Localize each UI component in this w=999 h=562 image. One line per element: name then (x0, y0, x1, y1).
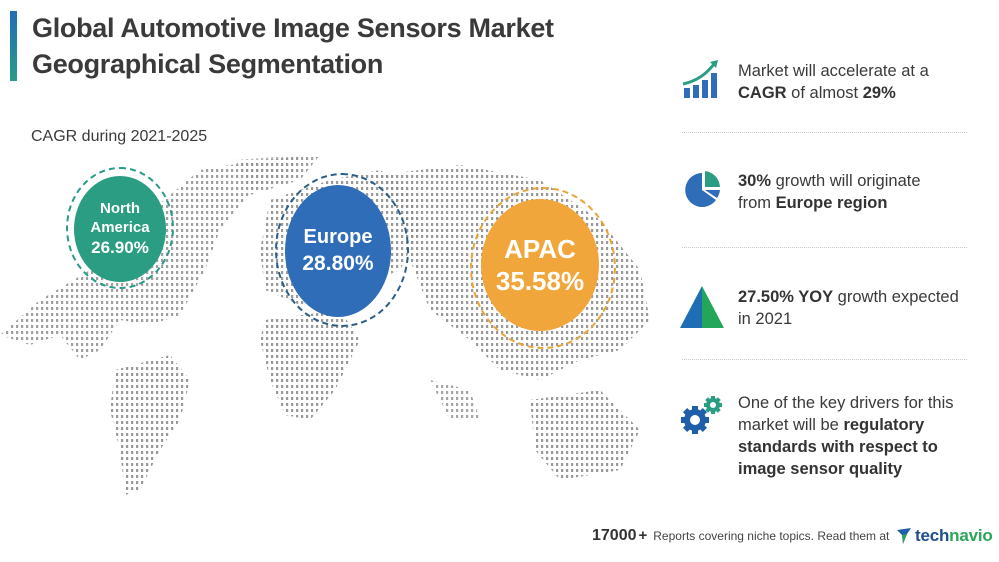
triangle-icon (680, 286, 724, 328)
europe-label: Europe (303, 226, 373, 248)
apac-bubble: APAC 35.58% (481, 199, 599, 331)
logo-flag-icon (897, 528, 911, 544)
north-america-bubble: North America 26.90% (74, 176, 166, 282)
divider-2 (682, 247, 967, 248)
title-line-1: Global Automotive Image Sensors Market (32, 13, 554, 43)
europe-ring (275, 173, 409, 327)
north-america-value: 26.90% (91, 238, 149, 257)
fact-drivers-bold3: image sensor quality (738, 460, 903, 478)
fact-cagr-bold1: CAGR (738, 84, 787, 102)
page-title: Global Automotive Image Sensors Market G… (32, 10, 554, 82)
europe-bubble: Europe 28.80% (285, 185, 391, 317)
apac-ring (470, 187, 616, 349)
chart-subtitle: CAGR during 2021-2025 (31, 128, 208, 145)
fact-europe-percent: 30% (738, 172, 772, 190)
divider-3 (682, 359, 967, 360)
divider-1 (682, 132, 967, 133)
logo-text-navio: navio (949, 526, 993, 545)
fact-drivers-line2: market will be (738, 416, 844, 434)
fact-drivers-line1: One of the key drivers for this (738, 394, 954, 412)
fact-europe-from: from (738, 194, 776, 212)
fact-europe-region: Europe region (775, 194, 888, 212)
fact-europe-mid: growth will originate (771, 172, 921, 190)
fact-drivers-bold2: standards with respect to (738, 438, 938, 456)
footer-text: Reports covering niche topics. Read them… (653, 529, 890, 543)
growth-chart-icon (682, 60, 718, 98)
north-america-label-line2: America (90, 219, 150, 236)
fact-cagr-mid: of almost (786, 84, 863, 102)
pie-chart-icon (685, 171, 720, 207)
report-count: 17000 (592, 527, 637, 544)
logo-text-tech: tech (915, 526, 950, 545)
north-america-label-line1: North (100, 200, 140, 217)
title-line-2: Geographical Segmentation (32, 49, 384, 79)
fact-drivers-bold1: regulatory (843, 416, 925, 434)
apac-value: 35.58% (495, 266, 585, 296)
fact-yoy-value: 27.50% YOY (738, 288, 834, 306)
fact-yoy-year: in 2021 (738, 310, 793, 328)
fact-cagr-line1: Market will accelerate at a (738, 62, 929, 80)
fact-yoy-mid: growth expected (833, 288, 959, 306)
fact-cagr-value: 29% (862, 84, 896, 102)
north-america-ring (66, 167, 174, 289)
gears-icon (681, 396, 722, 434)
report-count-plus: + (638, 527, 648, 544)
europe-value: 28.80% (302, 252, 374, 275)
footer: 17000 + Reports covering niche topics. R… (592, 527, 889, 551)
apac-label: APAC (504, 234, 576, 264)
title-accent-bar (10, 11, 17, 81)
technavio-logo[interactable]: tech navio (897, 526, 993, 546)
